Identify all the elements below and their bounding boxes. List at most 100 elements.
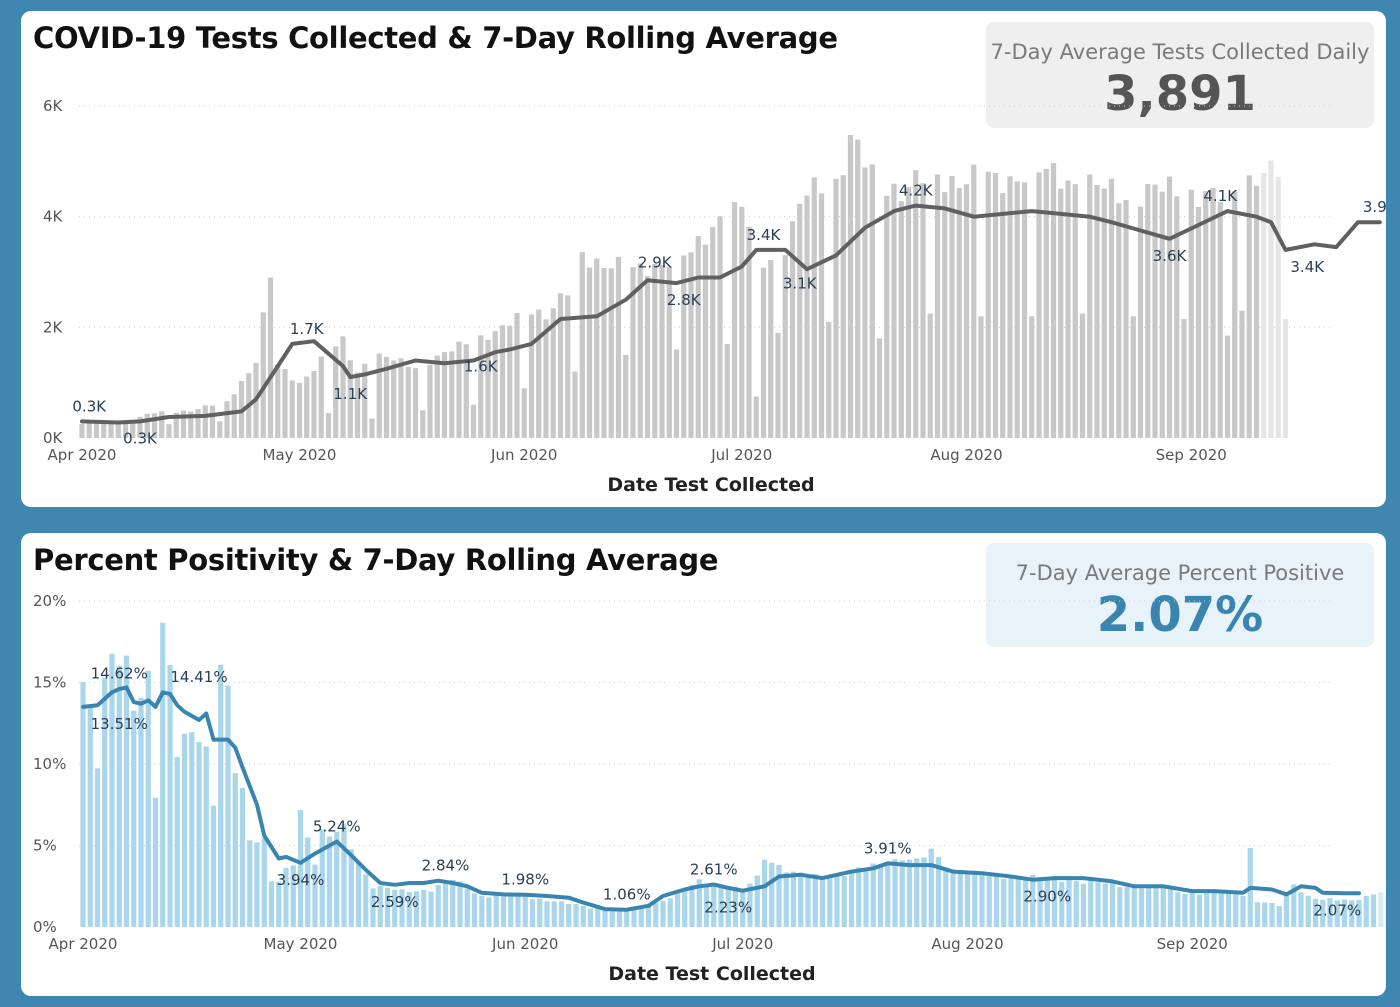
daily-bar (928, 848, 934, 927)
daily-bar (333, 346, 339, 438)
daily-bar (783, 872, 789, 927)
daily-bar (174, 757, 180, 927)
daily-bar (1095, 882, 1101, 927)
daily-bar (507, 325, 513, 438)
daily-bar (428, 891, 434, 927)
daily-bar (964, 873, 971, 927)
data-label: 0.3K (123, 429, 158, 447)
daily-bar (840, 175, 846, 439)
daily-bar (296, 382, 303, 438)
daily-bar (203, 746, 209, 927)
data-label: 2.8K (667, 291, 702, 309)
daily-bar (870, 863, 876, 927)
daily-bar (971, 164, 977, 438)
daily-bar (609, 909, 615, 927)
x-axis-title: Date Test Collected (607, 474, 814, 496)
x-tick-label: Aug 2020 (930, 446, 1002, 464)
daily-bar (1044, 877, 1050, 927)
daily-bar (325, 413, 332, 438)
daily-bar (478, 335, 484, 438)
daily-bar (587, 908, 594, 927)
daily-bar (209, 405, 216, 438)
daily-bar (892, 858, 898, 927)
daily-bar (275, 364, 281, 438)
daily-bar (1261, 172, 1267, 438)
data-label: 3.94% (277, 871, 325, 889)
daily-bar (231, 394, 237, 438)
daily-bar (789, 221, 796, 438)
daily-bar (819, 879, 826, 927)
daily-bar (1204, 892, 1210, 927)
daily-bar (1058, 188, 1064, 438)
daily-bar (130, 419, 136, 438)
daily-bar (747, 883, 753, 927)
positivity-chart-title: Percent Positivity & 7-Day Rolling Avera… (33, 543, 719, 577)
data-label: 2.90% (1023, 888, 1071, 906)
x-tick-label: Jun 2020 (490, 446, 557, 464)
daily-bar (949, 175, 955, 438)
daily-bar (406, 891, 412, 927)
daily-bar (464, 888, 470, 927)
daily-bar (797, 203, 803, 438)
daily-bar (261, 837, 267, 927)
daily-bar (1218, 893, 1224, 927)
daily-bar (899, 860, 905, 927)
daily-bar (644, 275, 651, 438)
daily-bar (1181, 319, 1187, 438)
daily-bar (427, 364, 433, 438)
daily-bar (667, 898, 673, 927)
daily-bar (392, 889, 398, 927)
daily-bar (528, 314, 535, 438)
daily-bar (305, 837, 311, 927)
daily-bar (115, 423, 121, 438)
daily-bar (863, 868, 869, 927)
daily-bar (798, 872, 804, 927)
daily-bar (1130, 316, 1136, 438)
daily-bar (109, 653, 115, 927)
daily-bar (1174, 196, 1180, 438)
daily-bar (608, 268, 614, 438)
daily-bar (1008, 876, 1014, 927)
daily-bar (551, 901, 557, 927)
daily-bar (688, 252, 694, 438)
daily-bar (159, 411, 165, 438)
daily-bar (1378, 892, 1384, 927)
data-label: 2.59% (371, 893, 419, 911)
daily-bar (957, 873, 963, 927)
daily-bar (1123, 200, 1129, 438)
daily-bar (1189, 892, 1195, 927)
daily-bar (224, 401, 230, 438)
daily-bar (760, 267, 767, 438)
daily-bar (348, 849, 354, 927)
daily-bar (232, 773, 238, 927)
daily-bar (1030, 875, 1036, 927)
tests-kpi-label: 7-Day Average Tests Collected Daily (990, 40, 1370, 64)
daily-bar (86, 423, 92, 438)
daily-bar (355, 862, 362, 927)
daily-bar (384, 887, 391, 927)
data-label: 1.7K (290, 320, 325, 338)
daily-bar (776, 865, 782, 927)
daily-bar (421, 889, 427, 927)
daily-bar (978, 316, 984, 438)
data-label: 3.6K (1153, 247, 1188, 265)
daily-bar (1022, 879, 1029, 927)
positivity-panel: Percent Positivity & 7-Day Rolling Avera… (21, 533, 1386, 996)
daily-bar (499, 325, 506, 438)
daily-bar (529, 899, 536, 927)
daily-bar (362, 363, 368, 438)
daily-bar (123, 655, 130, 927)
daily-bar (326, 836, 333, 927)
daily-bar (725, 889, 731, 927)
daily-bar (116, 665, 122, 927)
daily-bar (122, 420, 129, 438)
daily-bar (1225, 891, 1232, 927)
daily-bar (450, 880, 456, 927)
daily-bar (319, 829, 325, 927)
daily-bar (471, 893, 478, 927)
daily-bar (935, 857, 942, 927)
x-tick-label: Apr 2020 (49, 935, 118, 953)
daily-bar (1138, 888, 1145, 927)
daily-bar (638, 905, 644, 927)
daily-bar (1065, 180, 1071, 438)
